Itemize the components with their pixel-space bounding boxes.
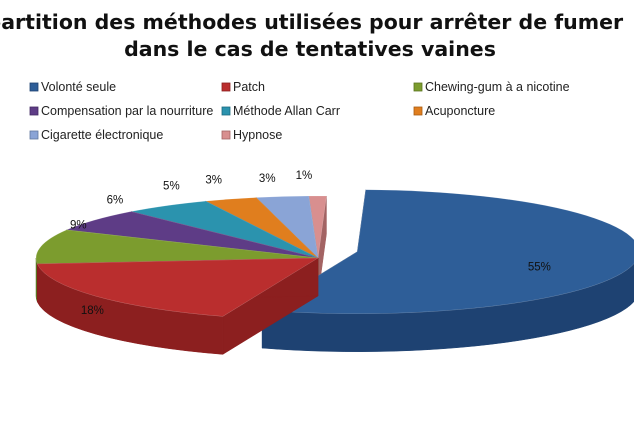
data-label-volonte-seule: 55% [528, 261, 551, 273]
data-label-cigarette-electronique: 3% [259, 173, 276, 185]
slice-patch [36, 257, 319, 355]
legend-label-acuponcture: Acuponcture [425, 104, 495, 118]
legend-item-volonte-seule: Volonté seule [29, 80, 116, 94]
legend-swatch-patch [221, 82, 231, 92]
legend-item-acuponcture: Acuponcture [413, 104, 495, 118]
legend-label-methode-allan-carr: Méthode Allan Carr [233, 104, 340, 118]
legend-label-chewing-gum-a-a-nicotine: Chewing-gum à a nicotine [425, 80, 570, 94]
legend-swatch-methode-allan-carr [221, 106, 231, 116]
legend-swatch-cigarette-electronique [29, 130, 39, 140]
legend-item-chewing-gum-a-a-nicotine: Chewing-gum à a nicotine [413, 80, 570, 94]
legend-label-patch: Patch [233, 80, 265, 94]
legend-swatch-compensation-par-la-nourriture [29, 106, 39, 116]
data-label-chewing-gum-a-a-nicotine: 9% [70, 220, 87, 232]
data-label-patch: 18% [81, 305, 104, 317]
legend-item-cigarette-electronique: Cigarette électronique [29, 128, 163, 142]
legend-swatch-acuponcture [413, 106, 423, 116]
legend-item-hypnose: Hypnose [221, 128, 282, 142]
legend-swatch-chewing-gum-a-a-nicotine [413, 82, 423, 92]
legend: Volonté seule Patch Chewing-gum à a nicoti… [29, 80, 570, 142]
legend-label-compensation-par-la-nourriture: Compensation par la nourriture [41, 104, 213, 118]
legend-label-hypnose: Hypnose [233, 128, 282, 142]
legend-swatch-hypnose [221, 130, 231, 140]
legend-item-methode-allan-carr: Méthode Allan Carr [221, 104, 340, 118]
data-labels: 55% 18% 9% 6% 5% 3% 3% 1% [70, 170, 551, 317]
legend-item-patch: Patch [221, 80, 265, 94]
data-label-hypnose: 1% [296, 170, 313, 182]
legend-label-volonte-seule: Volonté seule [41, 80, 116, 94]
legend-label-cigarette-electronique: Cigarette électronique [41, 128, 163, 142]
chart-title-line-1: Répartition des méthodes utilisées pour … [0, 10, 624, 34]
data-label-compensation-par-la-nourriture: 6% [107, 194, 124, 206]
legend-item-compensation-par-la-nourriture: Compensation par la nourriture [29, 104, 213, 118]
chart-title-line-2: dans le cas de tentatives vaines [124, 37, 496, 61]
data-label-methode-allan-carr: 5% [163, 181, 180, 193]
data-label-acuponcture: 3% [205, 174, 222, 186]
pie-slices [35, 189, 634, 355]
legend-swatch-volonte-seule [29, 82, 39, 92]
